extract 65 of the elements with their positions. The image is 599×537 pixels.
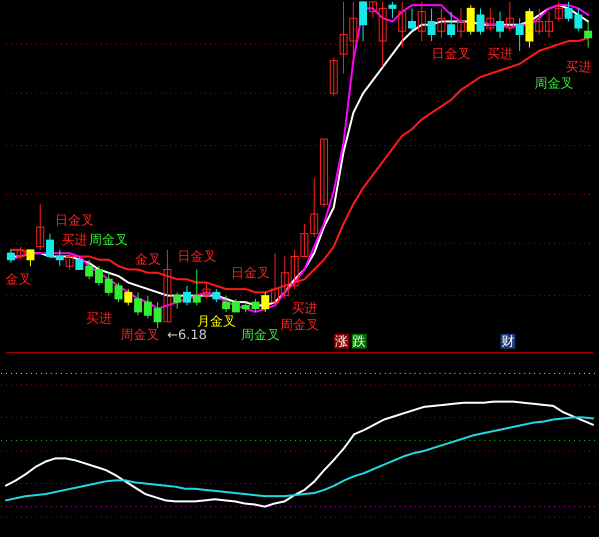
annotation: 周金叉 (240, 328, 280, 343)
annotation: 买进 (487, 47, 514, 62)
candlestick (182, 285, 191, 306)
candlestick (456, 8, 465, 38)
candlestick (66, 252, 74, 270)
candlestick (46, 233, 54, 257)
annotation: 日金叉 (177, 249, 216, 264)
text: 跌 (352, 334, 366, 350)
candlestick (584, 20, 592, 48)
candlestick (516, 18, 524, 52)
candlestick (437, 8, 446, 38)
annotation: 买进 (61, 233, 88, 248)
annotation: 日金叉 (54, 214, 94, 229)
candlestick (418, 1, 426, 42)
candlestick (75, 256, 84, 270)
candlestick (388, 1, 396, 19)
candlestick (173, 292, 182, 310)
annotation: 周金叉 (534, 76, 574, 92)
candlestick (428, 8, 436, 42)
candlestick (251, 298, 260, 312)
candlestick (408, 8, 416, 32)
annotation: ←6.18 (167, 328, 207, 343)
candlestick (56, 249, 64, 267)
candlestick (114, 282, 122, 303)
candlestick (349, 1, 358, 62)
annotation: 月金叉 (196, 314, 236, 330)
candlestick (222, 295, 230, 312)
text: 涨 (335, 334, 348, 350)
candlestick (574, 8, 582, 32)
candlestick (36, 204, 44, 250)
candlestick (476, 8, 484, 36)
candlestick (447, 11, 456, 38)
annotation: 买进 (565, 60, 592, 76)
text: 财 (501, 334, 514, 350)
annotation: 周金叉 (89, 233, 128, 248)
candlestick (26, 249, 34, 267)
annotation: 日金叉 (432, 47, 471, 62)
candlestick (466, 4, 475, 36)
annotation: 日金叉 (231, 266, 270, 281)
annotation: 买进 (291, 302, 318, 317)
candlestick (359, 1, 368, 42)
annotation: 金叉 (6, 272, 32, 288)
candlestick (330, 56, 338, 98)
annotation: 周金叉 (120, 328, 160, 343)
candlestick (212, 288, 220, 303)
annotation: 买进 (86, 311, 112, 326)
candlestick (486, 8, 494, 32)
candlestick (535, 8, 544, 36)
annotation: 金叉 (134, 252, 161, 268)
candlestick (85, 259, 94, 280)
candlestick (506, 1, 514, 32)
candlestick (6, 249, 15, 264)
candlestick (134, 292, 142, 316)
candlestick (124, 288, 132, 306)
candlestick (340, 1, 348, 74)
candlestick (192, 269, 201, 306)
candlestick (261, 292, 270, 312)
candlestick (320, 138, 328, 208)
candlestick (398, 1, 406, 48)
candlestick (564, 1, 573, 22)
candlestick (496, 11, 504, 38)
candlestick (545, 11, 553, 38)
candlestick (554, 1, 563, 22)
candlestick (16, 246, 25, 260)
annotation: 周金叉 (280, 318, 319, 333)
